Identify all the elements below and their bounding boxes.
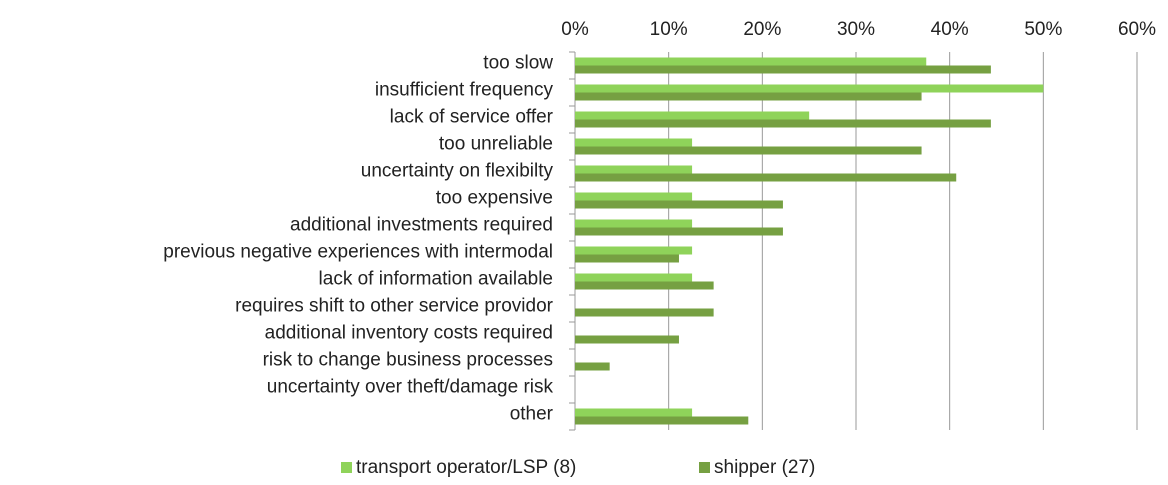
y-tick-label: too slow <box>483 53 553 74</box>
bar <box>575 227 783 236</box>
bar <box>575 273 693 282</box>
x-tick-label: 40% <box>931 19 969 40</box>
legend-label: transport operator/LSP (8) <box>356 457 576 478</box>
x-tick-label: 0% <box>561 19 589 40</box>
y-tick-label: insufficient frequency <box>375 80 554 101</box>
bar <box>575 165 693 174</box>
bar <box>575 246 693 255</box>
y-tick-label: too expensive <box>436 188 553 209</box>
bar <box>575 57 927 66</box>
x-tick-label: 20% <box>743 19 781 40</box>
legend-swatch <box>341 462 352 473</box>
y-tick-label: other <box>510 404 554 425</box>
bar <box>575 254 679 263</box>
y-tick-label: previous negative experiences with inter… <box>163 242 553 263</box>
x-tick-label: 60% <box>1118 19 1156 40</box>
bar <box>575 408 693 417</box>
bar <box>575 362 610 371</box>
x-tick-label: 10% <box>650 19 688 40</box>
y-tick-label: lack of service offer <box>390 107 554 128</box>
bar <box>575 92 922 101</box>
x-tick-label: 30% <box>837 19 875 40</box>
bar <box>575 219 693 228</box>
bar <box>575 111 810 120</box>
bar <box>575 200 783 209</box>
bar <box>575 281 714 290</box>
y-tick-label: additional investments required <box>290 215 553 236</box>
y-tick-label: uncertainty on flexibilty <box>361 161 554 182</box>
bar <box>575 119 991 128</box>
bar <box>575 335 679 344</box>
bar <box>575 146 922 155</box>
y-tick-label: additional inventory costs required <box>265 323 553 344</box>
x-tick-label: 50% <box>1024 19 1062 40</box>
legend-label: shipper (27) <box>714 457 815 478</box>
bar <box>575 192 693 201</box>
y-tick-label: risk to change business processes <box>263 350 553 371</box>
bar <box>575 65 991 74</box>
y-tick-label: requires shift to other service providor <box>235 296 554 317</box>
bar <box>575 416 749 425</box>
y-tick-label: uncertainty over theft/damage risk <box>267 377 554 398</box>
bar <box>575 308 714 317</box>
legend-swatch <box>699 462 710 473</box>
bar <box>575 138 693 147</box>
y-tick-label: too unreliable <box>439 134 553 155</box>
bar <box>575 84 1044 93</box>
y-tick-label: lack of information available <box>319 269 553 290</box>
bar <box>575 173 957 182</box>
